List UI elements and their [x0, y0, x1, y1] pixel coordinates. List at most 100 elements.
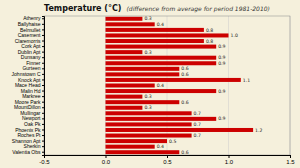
- tick-mark: [290, 155, 291, 158]
- plot: -0.5 0.0 0.5 1.0 1.5 AthenryBallyhaiseBelmull…: [12, 15, 296, 164]
- tick-mark: [42, 68, 44, 69]
- tick-mark: [42, 113, 44, 114]
- tick-mark: [42, 35, 44, 36]
- tick-mark: [42, 152, 44, 153]
- title: Temperature (°C): [44, 4, 122, 13]
- tick-mark: [167, 155, 168, 158]
- bar: [106, 150, 180, 154]
- tick-label: 0.0: [102, 159, 111, 165]
- data-label: 0.6: [181, 72, 188, 77]
- data-label: 0.9: [218, 61, 225, 66]
- chart: -0.5 0.0 0.5 1.0 1.5 AthenryBallyhaiseBelmull…: [0, 0, 300, 168]
- data-label: 0.9: [218, 55, 225, 60]
- bar: [106, 22, 155, 26]
- tick: 0.5: [163, 155, 172, 165]
- subtitle: (difference from average for period 1981…: [127, 5, 270, 13]
- tick-mark: [42, 96, 44, 97]
- tick-mark: [42, 18, 44, 19]
- tick-mark: [229, 155, 230, 158]
- data-label: 0.9: [218, 44, 225, 49]
- tick-mark: [42, 79, 44, 80]
- data-label: 0.7: [194, 122, 201, 127]
- data-label: 0.4: [157, 22, 164, 27]
- bar: [106, 56, 217, 60]
- tick-mark: [42, 74, 44, 75]
- tick-mark: [42, 91, 44, 92]
- data-labels: 0.30.40.81.00.80.90.30.90.90.60.61.10.40…: [144, 16, 262, 154]
- tick-mark: [42, 52, 44, 53]
- bar: [106, 122, 192, 126]
- bar: [106, 28, 204, 32]
- tick: Valentia Obs: [12, 149, 44, 155]
- tick-mark: [42, 85, 44, 86]
- bar: [106, 50, 143, 54]
- tick-mark: [42, 135, 44, 136]
- data-label: 1.1: [243, 78, 250, 83]
- bar: [106, 39, 204, 43]
- data-label: 0.7: [194, 133, 201, 138]
- x-axis: -0.5 0.0 0.5 1.0 1.5: [39, 155, 295, 165]
- data-label: 1.2: [255, 128, 262, 133]
- data-label: 0.3: [144, 50, 151, 55]
- tick-mark: [42, 24, 44, 25]
- background: [0, 0, 300, 168]
- data-label: 0.3: [144, 105, 151, 110]
- bar: [106, 17, 143, 21]
- tick: 1.0: [225, 155, 234, 165]
- tick-label: 1.5: [286, 159, 295, 165]
- tick-mark: [42, 57, 44, 58]
- data-label: 0.4: [157, 144, 164, 149]
- data-label: 0.6: [181, 66, 188, 71]
- tick: 0.0: [102, 155, 111, 165]
- tick-mark: [42, 146, 44, 147]
- tick-mark: [42, 46, 44, 47]
- bar: [106, 33, 229, 37]
- bar: [106, 139, 168, 143]
- bar: [106, 45, 217, 49]
- tick-label: -0.5: [39, 159, 50, 165]
- tick: 1.5: [286, 155, 295, 165]
- bar: [106, 111, 192, 115]
- tick-label: 1.0: [225, 159, 234, 165]
- tick-mark: [42, 129, 44, 130]
- data-label: 0.6: [181, 150, 188, 155]
- bar: [106, 106, 143, 110]
- axis-line: [45, 156, 291, 159]
- data-label: 0.3: [144, 16, 151, 21]
- bar: [106, 117, 217, 121]
- tick-label: 0.5: [163, 159, 172, 165]
- bar: [106, 89, 217, 93]
- tick-mark: [42, 124, 44, 125]
- frame: [44, 16, 290, 155]
- bar: [106, 134, 192, 138]
- data-label: 0.8: [206, 28, 213, 33]
- bar: [106, 78, 241, 82]
- y-axis: AthenryBallyhaiseBelmulletCasementClarem…: [12, 15, 45, 155]
- bar: [106, 145, 155, 149]
- tick-mark: [42, 107, 44, 108]
- data-label: 0.9: [218, 116, 225, 121]
- tick-label: Valentia Obs: [12, 149, 41, 155]
- axis-line: [42, 17, 45, 156]
- tick-mark: [42, 29, 44, 30]
- tick: -0.5: [39, 155, 50, 165]
- bar: [106, 100, 180, 104]
- data-label: 0.4: [157, 83, 164, 88]
- bar: [106, 128, 254, 132]
- data-label: 0.9: [218, 89, 225, 94]
- tick-mark: [42, 63, 44, 64]
- tick-mark: [42, 41, 44, 42]
- tick-mark: [42, 102, 44, 103]
- data-label: 1.0: [231, 33, 238, 38]
- tick-mark: [42, 141, 44, 142]
- bar: [106, 67, 180, 71]
- data-label: 0.8: [206, 39, 213, 44]
- tick-mark: [106, 155, 107, 158]
- data-label: 0.7: [194, 111, 201, 116]
- grid: [44, 16, 290, 155]
- bar: [106, 61, 217, 65]
- data-label: 0.5: [169, 139, 176, 144]
- bar: [106, 83, 155, 87]
- bar: [106, 95, 143, 99]
- tick-mark: [42, 118, 44, 119]
